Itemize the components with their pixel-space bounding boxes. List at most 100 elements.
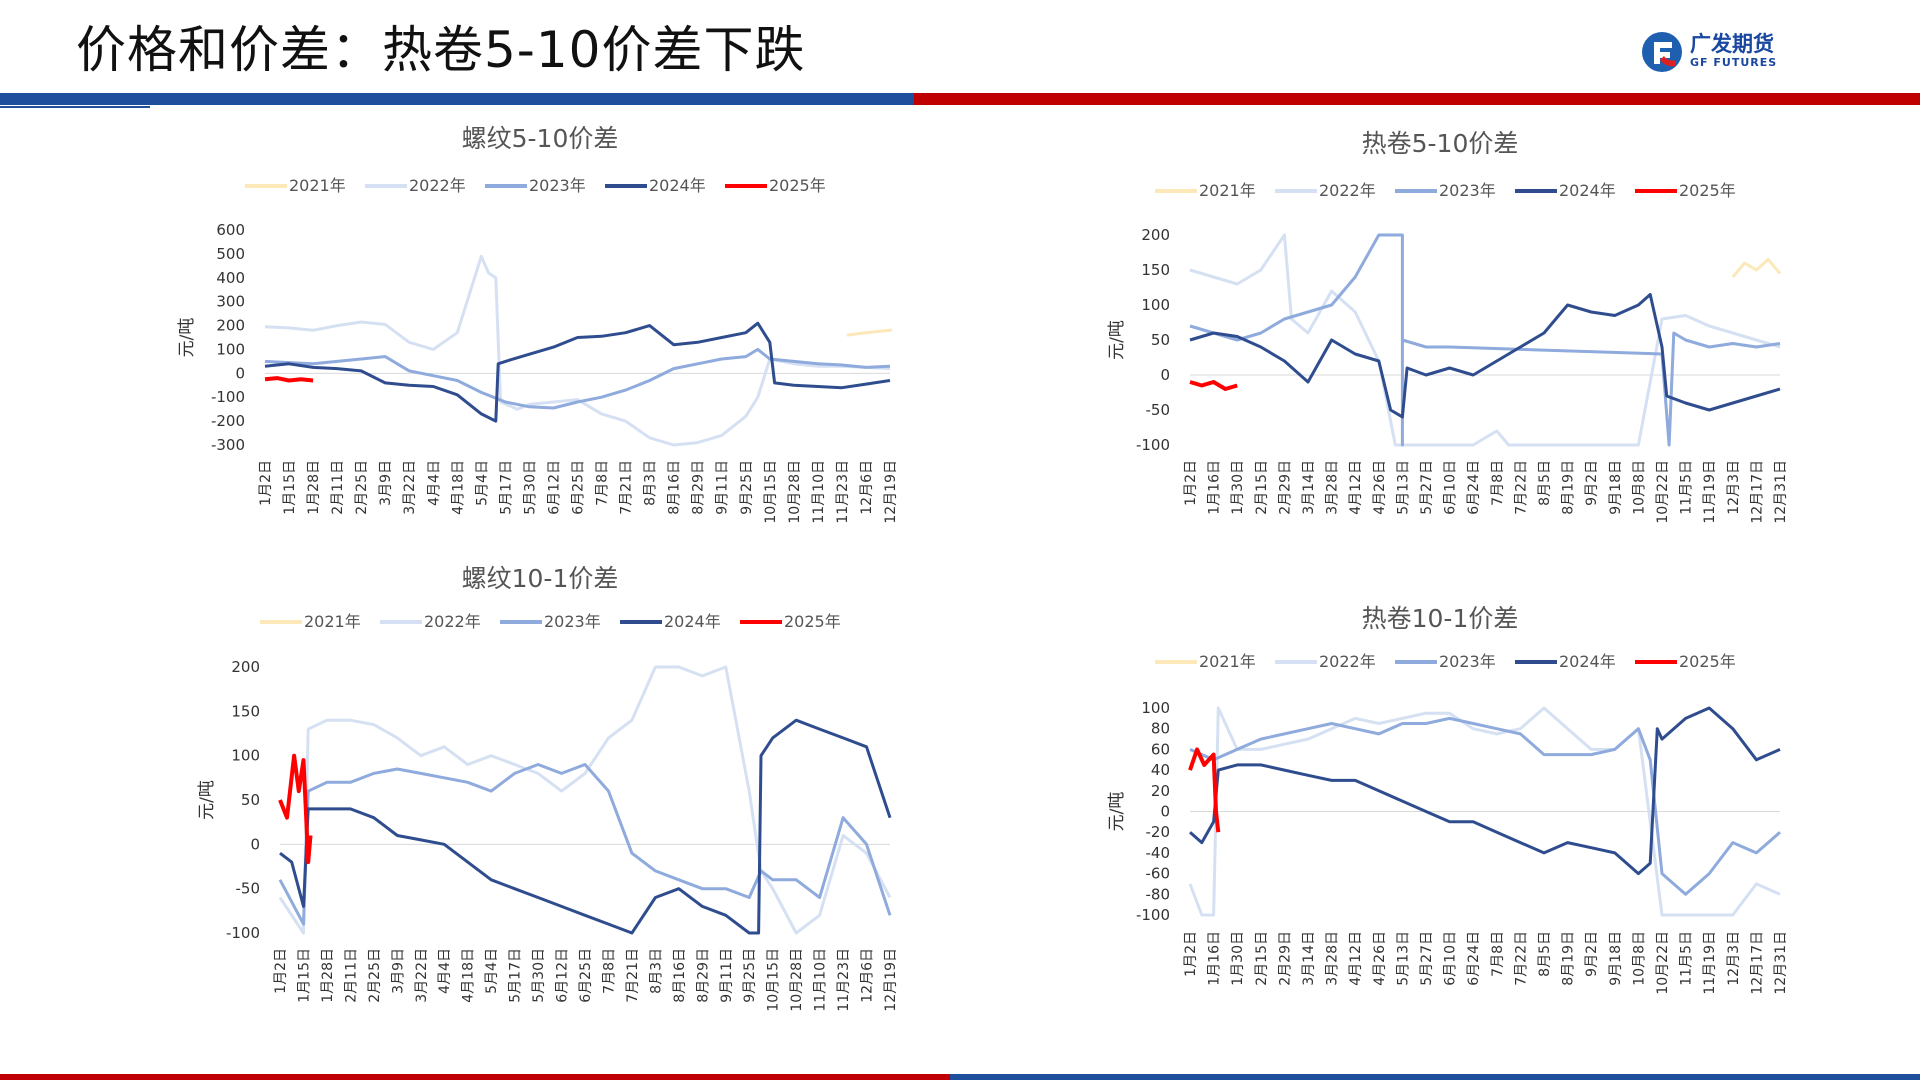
legend-label: 2025年 [784,612,841,631]
x-tick-label: 9月11日 [719,948,735,1003]
x-tick-label: 11月23日 [835,460,851,524]
logo-text-zh: 广发期货 [1690,32,1774,56]
x-tick-label: 12月3日 [1726,460,1742,515]
y-tick-label: 100 [231,747,260,765]
y-tick-label: 300 [216,293,245,311]
series-line [278,753,313,865]
x-tick-label: 11月19日 [1702,931,1718,995]
y-tick-label: -50 [236,880,261,898]
page-title: 价格和价差：热卷5-10价差下跌 [76,21,806,79]
series-line [1189,716,1781,896]
x-tick-label: 4月18日 [461,948,477,1003]
x-tick-label: 7月8日 [1490,931,1506,977]
y-axis-label: 元/吨 [197,780,217,820]
y-tick-label: 100 [1141,699,1170,717]
x-tick-label: 8月16日 [672,948,688,1003]
x-tick-label: 8月3日 [648,948,664,994]
x-tick-label: 5月17日 [508,948,524,1003]
series-line [1189,293,1781,419]
x-tick-label: 9月18日 [1608,931,1624,986]
x-tick-label: 8月5日 [1537,460,1553,506]
chart-title: 螺纹5-10价差 [462,124,619,153]
x-tick-label: 11月23日 [836,948,852,1012]
y-tick-label: -100 [1136,436,1170,454]
x-tick-label: 3月28日 [1325,460,1341,515]
chart-title: 热卷10-1价差 [1362,604,1519,633]
x-tick-label: 3月14日 [1301,931,1317,986]
x-tick-label: 5月4日 [484,948,500,994]
x-tick-label: 1月2日 [258,460,274,506]
x-tick-label: 9月2日 [1584,460,1600,506]
x-tick-label: 2月15日 [1254,931,1270,986]
x-tick-label: 4月12日 [1348,460,1364,515]
legend-label: 2023年 [529,176,586,195]
x-tick-label: 5月30日 [522,460,538,515]
x-tick-label: 9月25日 [742,948,758,1003]
x-tick-label: 1月2日 [273,948,289,994]
x-tick-label: 2月11日 [330,460,346,515]
y-axis-label: 元/吨 [1107,792,1127,832]
y-tick-label: 500 [216,245,245,263]
x-tick-label: 4月4日 [426,460,442,506]
legend-label: 2024年 [1559,181,1616,200]
legend-label: 2021年 [1199,181,1256,200]
footer-blue-band [950,1074,1920,1080]
series-line [278,763,892,926]
legend-label: 2023年 [544,612,601,631]
x-tick-label: 8月5日 [1537,931,1553,977]
x-tick-label: 6月24日 [1466,931,1482,986]
x-tick-label: 9月11日 [715,460,731,515]
x-tick-label: 12月31日 [1773,931,1789,995]
x-tick-label: 2月11日 [343,948,359,1003]
legend-label: 2025年 [769,176,826,195]
x-tick-label: 7月8日 [1490,460,1506,506]
legend-label: 2023年 [1439,652,1496,671]
legend-label: 2022年 [409,176,466,195]
y-tick-label: -40 [1146,844,1171,862]
x-tick-label: 7月21日 [619,460,635,515]
y-tick-label: -80 [1146,885,1171,903]
x-tick-label: 5月27日 [1419,931,1435,986]
x-tick-label: 3月22日 [414,948,430,1003]
x-tick-label: 2月29日 [1277,460,1293,515]
y-tick-label: -100 [1136,906,1170,924]
chart-rebar-10-1-spread: 螺纹10-1价差 2021年 2022年 2023年 2024年 2025年 200 150 1… [197,564,899,1012]
x-tick-label: 8月29日 [691,460,707,515]
legend-label: 2021年 [289,176,346,195]
y-axis-label: 元/吨 [177,318,197,358]
x-tick-label: 9月25日 [739,460,755,515]
x-tick-label: 11月5日 [1679,460,1695,515]
x-tick-label: 1月16日 [1207,931,1223,986]
chart-title: 螺纹10-1价差 [462,564,619,593]
series-line [846,328,892,337]
series-line [264,347,891,410]
series-line [264,376,314,383]
y-tick-label: 20 [1151,782,1170,800]
series-line [264,321,891,423]
x-tick-label: 10月8日 [1631,460,1647,515]
x-tick-label: 8月16日 [667,460,683,515]
y-tick-label: -300 [211,436,245,454]
x-tick-label: 5月17日 [498,460,514,515]
y-tick-label: 40 [1151,761,1170,779]
x-tick-label: 12月31日 [1773,460,1789,524]
x-tick-label: 11月19日 [1702,460,1718,524]
y-axis-label: 元/吨 [1107,320,1127,360]
x-tick-label: 12月6日 [860,948,876,1003]
x-tick-label: 10月28日 [787,460,803,524]
gf-logo-icon [1642,32,1682,72]
series-line [1188,747,1221,833]
y-tick-label: 400 [216,269,245,287]
y-tick-label: -100 [211,388,245,406]
x-tick-label: 2月15日 [1254,460,1270,515]
x-tick-label: 6月24日 [1466,460,1482,515]
x-tick-label: 5月30日 [531,948,547,1003]
footer-red-band [0,1074,950,1080]
x-tick-label: 1月15日 [282,460,298,515]
x-tick-label: 3月28日 [1325,931,1341,986]
x-tick-label: 6月12日 [546,460,562,515]
y-tick-label: 0 [250,835,260,853]
x-tick-label: 6月10日 [1443,931,1459,986]
y-tick-label: 80 [1151,720,1170,738]
x-tick-label: 6月10日 [1443,460,1459,515]
